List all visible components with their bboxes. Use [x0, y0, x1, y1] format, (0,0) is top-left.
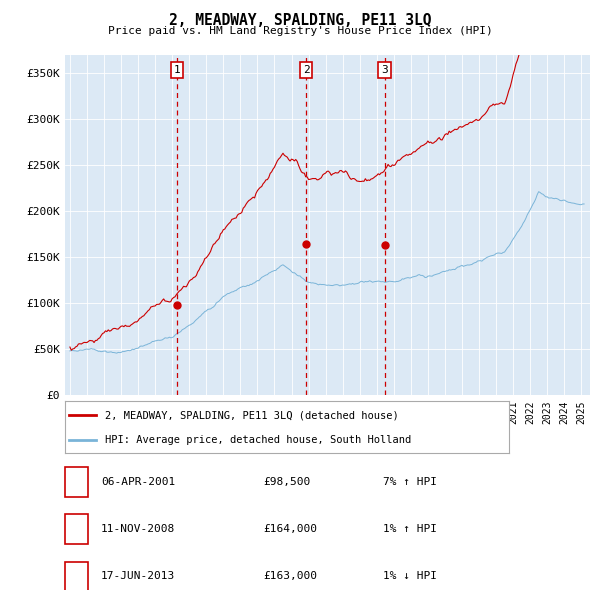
Text: 3: 3 [73, 572, 80, 581]
Text: 11-NOV-2008: 11-NOV-2008 [101, 525, 175, 534]
Text: £98,500: £98,500 [263, 477, 310, 487]
Text: £163,000: £163,000 [263, 572, 317, 581]
Text: HPI: Average price, detached house, South Holland: HPI: Average price, detached house, Sout… [105, 435, 411, 444]
Text: 7% ↑ HPI: 7% ↑ HPI [383, 477, 437, 487]
Text: 3: 3 [381, 65, 388, 75]
Text: 1% ↑ HPI: 1% ↑ HPI [383, 525, 437, 534]
Text: 2: 2 [303, 65, 310, 75]
Text: 1% ↓ HPI: 1% ↓ HPI [383, 572, 437, 581]
Text: 1: 1 [173, 65, 180, 75]
Text: £164,000: £164,000 [263, 525, 317, 534]
Text: 2: 2 [73, 525, 80, 534]
Text: 1: 1 [73, 477, 80, 487]
Text: 06-APR-2001: 06-APR-2001 [101, 477, 175, 487]
Text: Price paid vs. HM Land Registry's House Price Index (HPI): Price paid vs. HM Land Registry's House … [107, 26, 493, 36]
Text: 2, MEADWAY, SPALDING, PE11 3LQ (detached house): 2, MEADWAY, SPALDING, PE11 3LQ (detached… [105, 410, 398, 420]
Text: 17-JUN-2013: 17-JUN-2013 [101, 572, 175, 581]
Text: 2, MEADWAY, SPALDING, PE11 3LQ: 2, MEADWAY, SPALDING, PE11 3LQ [169, 13, 431, 28]
